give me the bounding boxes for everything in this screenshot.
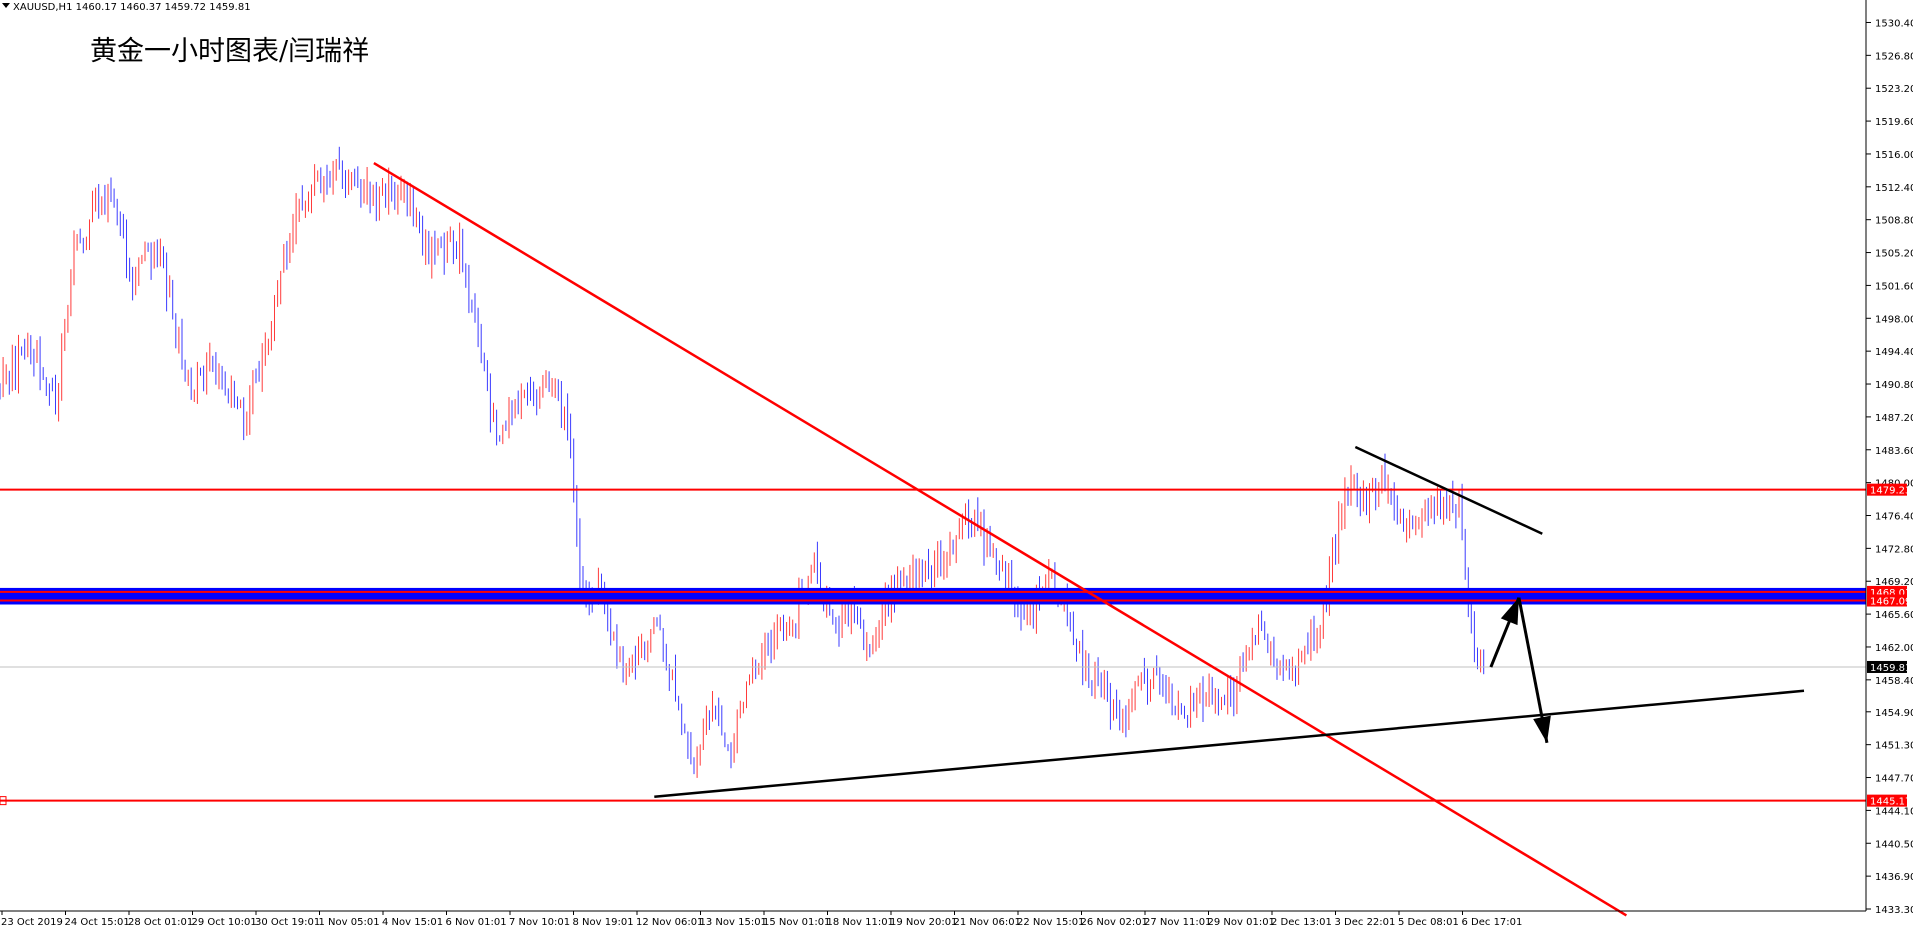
direction-arrows bbox=[1489, 597, 1551, 744]
x-tick-label: 7 Nov 10:01 bbox=[509, 917, 570, 928]
y-tick-label: 1498.00 bbox=[1875, 314, 1913, 325]
price-axis: 1530.40 1526.80 1523.20 1519.60 1516.00 1512.… bbox=[1866, 18, 1913, 916]
level-label: 1459.81 bbox=[1870, 663, 1911, 674]
x-tick-label: 19 Nov 20:01 bbox=[890, 917, 957, 928]
trend-line-support bbox=[654, 689, 1805, 798]
y-tick-label: 1462.00 bbox=[1875, 643, 1913, 654]
x-tick-label: 5 Dec 08:01 bbox=[1398, 917, 1459, 928]
x-tick-label: 29 Nov 01:01 bbox=[1208, 917, 1275, 928]
x-tick-label: 13 Nov 15:01 bbox=[700, 917, 767, 928]
y-tick-label: 1476.40 bbox=[1875, 511, 1913, 522]
x-tick-label: 1 Nov 05:01 bbox=[319, 917, 380, 928]
trend-line-short-resistance bbox=[1354, 445, 1543, 535]
y-tick-label: 1444.10 bbox=[1875, 806, 1913, 817]
y-tick-label: 1530.40 bbox=[1875, 18, 1913, 29]
y-tick-label: 1508.80 bbox=[1875, 216, 1913, 227]
level-label: 1467.09 bbox=[1870, 596, 1911, 607]
y-tick-label: 1451.30 bbox=[1875, 741, 1913, 752]
highlight-band bbox=[0, 587, 1866, 605]
y-tick-label: 1472.80 bbox=[1875, 544, 1913, 555]
y-tick-label: 1526.80 bbox=[1875, 51, 1913, 62]
x-tick-label: 6 Nov 01:01 bbox=[446, 917, 507, 928]
x-tick-label: 26 Nov 02:01 bbox=[1081, 917, 1148, 928]
x-tick-label: 12 Nov 06:01 bbox=[636, 917, 703, 928]
level-label-bg bbox=[1867, 594, 1907, 607]
level-label-bg bbox=[1867, 794, 1907, 807]
y-tick-label: 1447.70 bbox=[1875, 774, 1913, 785]
x-tick-label: 22 Nov 15:01 bbox=[1017, 917, 1084, 928]
x-tick-label: 29 Oct 10:01 bbox=[192, 917, 257, 928]
y-tick-label: 1487.20 bbox=[1875, 413, 1913, 424]
x-tick-label: 15 Nov 01:01 bbox=[763, 917, 830, 928]
y-tick-label: 1523.20 bbox=[1875, 84, 1913, 95]
level-handle bbox=[0, 796, 7, 806]
symbol-info: XAUUSD,H1 1460.17 1460.37 1459.72 1459.8… bbox=[13, 2, 251, 13]
level-label: 1445.17 bbox=[1870, 797, 1911, 808]
x-tick-label: 28 Oct 01:01 bbox=[128, 917, 193, 928]
x-tick-label: 21 Nov 06:01 bbox=[954, 917, 1021, 928]
up-arrow-head bbox=[1500, 597, 1519, 626]
y-tick-label: 1505.20 bbox=[1875, 249, 1913, 260]
candle-series bbox=[0, 146, 1485, 778]
down-arrow-head bbox=[1533, 715, 1551, 743]
y-tick-label: 1483.60 bbox=[1875, 446, 1913, 457]
level-label: 1468.03 bbox=[1870, 588, 1911, 599]
y-tick-label: 1440.50 bbox=[1875, 839, 1913, 850]
y-tick-label: 1516.00 bbox=[1875, 150, 1913, 161]
horizontal-levels bbox=[0, 488, 1866, 806]
y-tick-label: 1494.40 bbox=[1875, 347, 1913, 358]
x-tick-label: 8 Nov 19:01 bbox=[573, 917, 634, 928]
x-tick-label: 23 Oct 2019 bbox=[1, 917, 63, 928]
y-tick-label: 1454.90 bbox=[1875, 708, 1913, 719]
x-tick-label: 30 Oct 19:01 bbox=[255, 917, 320, 928]
dropdown-arrow-icon[interactable] bbox=[2, 3, 10, 8]
level-label-bg bbox=[1867, 660, 1907, 673]
y-tick-label: 1512.40 bbox=[1875, 183, 1913, 194]
y-tick-label: 1490.80 bbox=[1875, 380, 1913, 391]
y-tick-label: 1458.40 bbox=[1875, 676, 1913, 687]
x-tick-label: 2 Dec 13:01 bbox=[1271, 917, 1332, 928]
y-tick-label: 1469.20 bbox=[1875, 577, 1913, 588]
y-tick-label: 1465.60 bbox=[1875, 610, 1913, 621]
trend-lines bbox=[373, 162, 1805, 917]
chart-annotation-title: 黄金一小时图表/闫瑞祥 bbox=[90, 36, 369, 67]
level-label-bg bbox=[1867, 483, 1907, 496]
trend-line-downtrend bbox=[373, 162, 1628, 917]
x-tick-label: 24 Oct 15:01 bbox=[65, 917, 130, 928]
y-tick-label: 1519.60 bbox=[1875, 117, 1913, 128]
x-tick-label: 27 Nov 11:01 bbox=[1144, 917, 1211, 928]
x-tick-label: 6 Dec 17:01 bbox=[1462, 917, 1523, 928]
x-tick-label: 4 Nov 15:01 bbox=[382, 917, 443, 928]
x-tick-label: 3 Dec 22:01 bbox=[1335, 917, 1396, 928]
level-label: 1479.23 bbox=[1870, 486, 1911, 497]
y-tick-label: 1433.30 bbox=[1875, 905, 1913, 916]
y-tick-label: 1501.60 bbox=[1875, 281, 1913, 292]
y-tick-label: 1436.90 bbox=[1875, 872, 1913, 883]
x-tick-label: 18 Nov 11:01 bbox=[827, 917, 894, 928]
